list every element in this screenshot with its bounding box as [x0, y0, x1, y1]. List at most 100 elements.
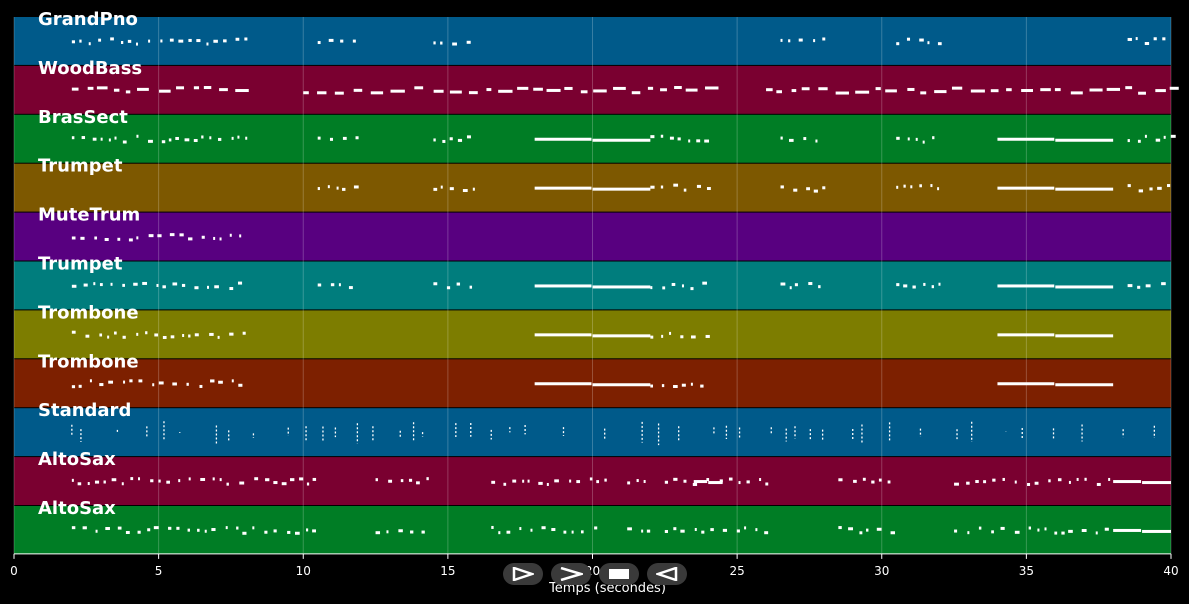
- note-mark: [690, 382, 693, 386]
- note-mark: [355, 136, 359, 140]
- note-mark: [186, 382, 189, 386]
- note-mark: [650, 286, 653, 290]
- note-mark: [636, 479, 639, 483]
- note-mark: [1055, 334, 1114, 338]
- note-mark: [299, 477, 304, 481]
- note-mark: [130, 477, 134, 481]
- note-mark: [1000, 526, 1005, 530]
- note-mark: [990, 89, 999, 93]
- note-mark: [1113, 528, 1142, 532]
- note-mark: [209, 136, 212, 140]
- note-mark: [199, 384, 203, 388]
- note-mark: [1044, 527, 1047, 531]
- note-mark: [71, 526, 76, 530]
- note-mark: [920, 91, 927, 95]
- track-lane: [14, 17, 1171, 65]
- note-mark: [152, 383, 155, 387]
- note-mark: [245, 136, 248, 140]
- note-mark: [172, 382, 177, 386]
- note-mark: [194, 286, 199, 290]
- note-mark: [927, 41, 930, 45]
- note-mark: [1096, 482, 1101, 486]
- note-mark: [352, 39, 356, 43]
- forward-button[interactable]: [551, 563, 591, 585]
- note-mark: [1144, 42, 1150, 46]
- note-mark: [662, 286, 666, 290]
- note-mark: [239, 234, 242, 238]
- note-mark: [728, 477, 733, 481]
- note-mark: [433, 282, 438, 286]
- note-mark: [498, 89, 513, 93]
- note-mark: [157, 234, 162, 238]
- note-mark: [211, 528, 216, 532]
- note-mark: [706, 187, 711, 191]
- note-mark: [449, 90, 462, 94]
- note-mark: [1127, 184, 1131, 188]
- note-mark: [766, 88, 773, 92]
- note-mark: [569, 479, 572, 483]
- note-mark: [193, 86, 200, 90]
- note-mark: [808, 282, 813, 286]
- note-mark: [242, 331, 246, 335]
- note-mark: [780, 185, 784, 189]
- note-mark: [1106, 87, 1121, 91]
- note-mark: [96, 86, 108, 90]
- note-mark: [457, 138, 463, 142]
- rewind-button[interactable]: [647, 563, 687, 585]
- stop-button[interactable]: [599, 563, 639, 585]
- note-mark: [838, 526, 842, 530]
- note-mark: [231, 136, 234, 140]
- note-mark: [765, 482, 769, 486]
- note-mark: [466, 40, 471, 44]
- note-mark: [80, 236, 85, 240]
- note-mark: [692, 482, 698, 486]
- note-mark: [997, 137, 1055, 141]
- note-mark: [966, 481, 970, 485]
- note-mark: [104, 237, 109, 241]
- note-mark: [1155, 138, 1161, 142]
- note-mark: [997, 186, 1055, 190]
- note-mark: [627, 481, 631, 485]
- x-tick-label: 25: [729, 564, 744, 578]
- note-mark: [541, 526, 546, 530]
- note-mark: [98, 38, 102, 42]
- note-mark: [150, 479, 154, 483]
- note-mark: [158, 479, 161, 483]
- track-label: Trombone: [38, 302, 139, 323]
- note-mark: [818, 87, 828, 91]
- note-mark: [580, 530, 584, 534]
- note-mark: [919, 184, 922, 188]
- note-mark: [462, 189, 468, 193]
- note-mark: [168, 138, 172, 142]
- note-mark: [137, 87, 149, 91]
- note-mark: [188, 334, 191, 338]
- note-mark: [650, 335, 654, 339]
- note-mark: [78, 384, 82, 388]
- note-mark: [789, 138, 794, 142]
- note-mark: [142, 281, 148, 285]
- note-mark: [237, 281, 243, 285]
- note-mark: [235, 89, 249, 93]
- note-mark: [788, 39, 791, 43]
- note-mark: [100, 137, 103, 141]
- note-mark: [517, 86, 529, 90]
- note-mark: [660, 88, 667, 92]
- note-mark: [281, 482, 287, 486]
- note-mark: [306, 528, 309, 532]
- play-button[interactable]: [503, 563, 543, 585]
- note-mark: [182, 334, 185, 338]
- note-mark: [229, 287, 234, 291]
- note-mark: [94, 236, 98, 240]
- note-mark: [813, 189, 818, 193]
- note-mark: [317, 91, 327, 95]
- note-mark: [217, 335, 220, 339]
- note-mark: [683, 479, 687, 483]
- note-mark: [416, 481, 420, 485]
- note-mark: [225, 526, 228, 530]
- note-mark: [1145, 284, 1151, 288]
- note-mark: [336, 186, 339, 190]
- note-mark: [103, 480, 106, 484]
- note-mark: [200, 477, 206, 481]
- note-mark: [930, 184, 933, 188]
- note-mark: [997, 382, 1055, 386]
